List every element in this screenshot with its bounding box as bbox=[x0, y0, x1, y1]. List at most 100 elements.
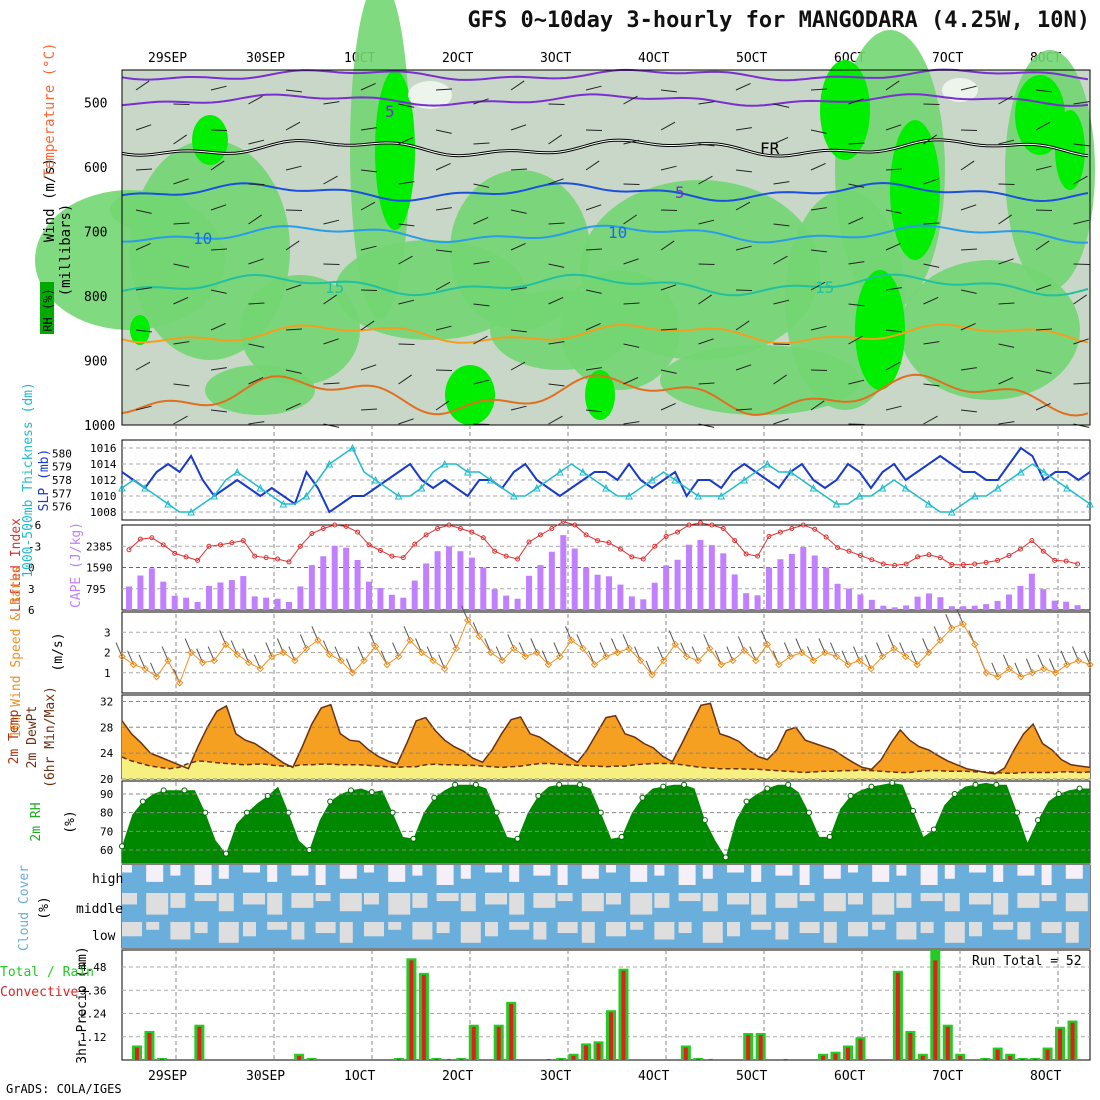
cape-bar bbox=[800, 546, 807, 610]
li-point bbox=[560, 518, 566, 524]
precip-conv-bar bbox=[858, 1039, 863, 1060]
wind-barb bbox=[698, 101, 715, 105]
cloud-gap bbox=[509, 922, 530, 930]
cape-bar bbox=[400, 597, 407, 610]
cloud-gap bbox=[339, 865, 357, 879]
wind10-point bbox=[763, 640, 772, 649]
cloud-gap bbox=[122, 922, 142, 937]
precip-conv-bar bbox=[396, 1058, 401, 1060]
wind-barb bbox=[923, 341, 940, 345]
li-point bbox=[606, 540, 612, 546]
wind-barb bbox=[735, 320, 750, 331]
precip-conv-bar bbox=[1020, 1058, 1025, 1060]
wind10-point bbox=[291, 656, 299, 665]
cloud-gap bbox=[799, 922, 820, 934]
wind-barb bbox=[135, 287, 152, 291]
rh2-point bbox=[805, 809, 812, 816]
cloud-gap bbox=[243, 893, 265, 905]
wind-barb bbox=[135, 80, 150, 91]
chart-title: GFS 0~10day 3-hourly for MANGODARA (4.25… bbox=[467, 8, 1090, 33]
wind-barb bbox=[510, 80, 525, 91]
wind-barb bbox=[810, 249, 827, 253]
li-point bbox=[1075, 561, 1081, 567]
wind-barb bbox=[323, 294, 337, 305]
cape-bar bbox=[240, 576, 247, 610]
rh2m-axis-label: 2m RH bbox=[29, 802, 44, 841]
cloud-gap bbox=[1065, 922, 1079, 943]
cloud-gap bbox=[848, 893, 863, 905]
cloud-gap bbox=[557, 922, 578, 934]
rh2-point bbox=[181, 787, 188, 794]
wind10-point bbox=[809, 656, 818, 665]
rh2-point bbox=[306, 846, 313, 853]
wind10-point bbox=[844, 660, 852, 669]
thickness-point bbox=[924, 499, 933, 508]
rh2-point bbox=[452, 781, 459, 788]
li-point bbox=[972, 561, 978, 567]
cape-bar bbox=[160, 581, 167, 610]
date-label-bottom: 8OCT bbox=[1030, 1069, 1061, 1084]
cape-bar bbox=[708, 545, 715, 610]
wind-barb bbox=[923, 222, 940, 225]
cloud-level-label: middle bbox=[76, 902, 123, 917]
li-tick: 3 bbox=[28, 583, 35, 596]
wind10-point bbox=[118, 652, 126, 661]
wind10-point bbox=[141, 664, 149, 673]
cloud-gap bbox=[678, 893, 701, 902]
li-point bbox=[709, 522, 715, 528]
cloud-gap bbox=[799, 865, 810, 885]
thickness-point bbox=[1017, 467, 1025, 476]
cloud-gap bbox=[872, 865, 890, 882]
wind-barb bbox=[1073, 101, 1090, 105]
cape-axis-label: CAPE (J/kg) bbox=[69, 522, 84, 608]
rh-high-fill bbox=[855, 270, 905, 390]
rh-contour-fill bbox=[660, 345, 860, 415]
li-point bbox=[172, 550, 178, 556]
wind-barb bbox=[623, 421, 640, 425]
wind-barb bbox=[173, 222, 190, 225]
wind10-point bbox=[567, 636, 576, 645]
wind10-point bbox=[464, 616, 472, 624]
cloud-gap bbox=[678, 922, 692, 934]
wind10-point bbox=[694, 656, 702, 665]
rh2-point bbox=[493, 809, 500, 816]
li-point bbox=[846, 548, 852, 554]
cloud-gap bbox=[581, 893, 604, 912]
rh2-point bbox=[1055, 791, 1062, 798]
temp-axis-label: Temperature (°C) bbox=[42, 43, 58, 178]
wind-barb bbox=[435, 88, 453, 91]
wind10-point bbox=[256, 664, 264, 673]
li-point bbox=[206, 543, 212, 549]
wind-barb bbox=[510, 361, 526, 371]
wind-barb bbox=[285, 121, 301, 131]
precip-tick: 2.24 bbox=[80, 1008, 107, 1021]
wind-barb bbox=[660, 121, 676, 131]
wind10-point bbox=[959, 620, 967, 628]
cape-bar bbox=[308, 565, 315, 610]
rh-high-fill bbox=[445, 365, 495, 425]
cape-bar bbox=[457, 551, 464, 610]
wind10-point bbox=[440, 664, 449, 673]
cloud-gap bbox=[388, 865, 406, 882]
wind10-point bbox=[1028, 669, 1037, 677]
cloud-gap bbox=[775, 893, 798, 908]
rh2-point bbox=[556, 781, 563, 788]
wind-barb bbox=[1073, 294, 1087, 305]
wind-tick: 1 bbox=[104, 667, 111, 680]
wind10-point bbox=[210, 656, 218, 665]
li-point bbox=[880, 561, 886, 567]
wind10-point bbox=[786, 652, 795, 661]
li-point bbox=[377, 548, 383, 553]
cloud-gap bbox=[339, 922, 353, 943]
wind-axis-label: Wind (m/s) bbox=[42, 158, 58, 242]
cloud-gap bbox=[485, 893, 507, 905]
wind-barb bbox=[173, 134, 187, 145]
cape-bar bbox=[937, 597, 944, 610]
rh-high-fill bbox=[1015, 75, 1065, 155]
li-point bbox=[983, 560, 989, 566]
li-point bbox=[252, 553, 258, 559]
cloud-gap bbox=[606, 893, 621, 905]
thickness-point bbox=[371, 475, 380, 484]
li-point bbox=[960, 562, 966, 568]
wind-barb bbox=[548, 383, 565, 387]
